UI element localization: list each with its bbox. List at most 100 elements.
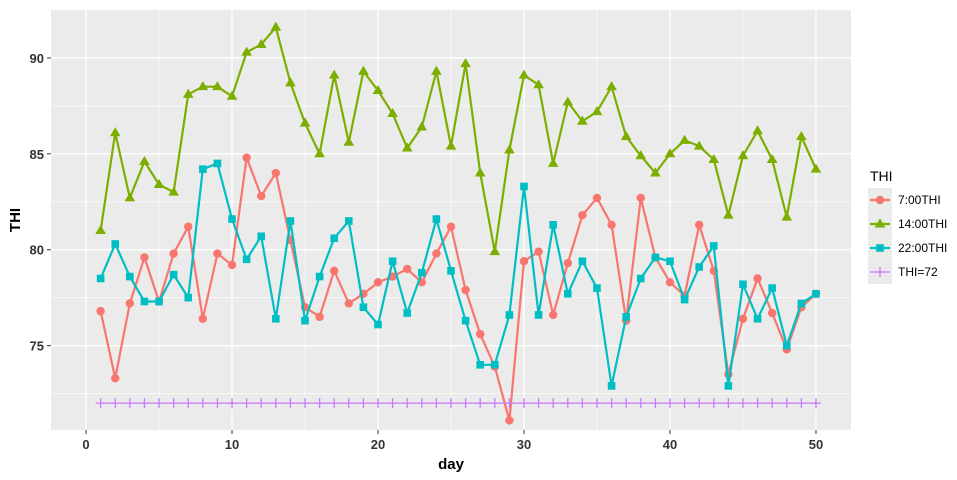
data-point-22-00thi (184, 293, 193, 302)
data-point-14-00thi (95, 224, 106, 235)
data-point-7-00thi (738, 314, 748, 323)
data-point-7-00thi (578, 211, 587, 220)
data-point-22-00thi (301, 316, 309, 325)
legend-items: 7:00THI 14:00THI 22:00THI THI=72 (868, 188, 947, 284)
series-line-22-00thi (99, 162, 817, 387)
data-point-thi-72 (402, 398, 413, 409)
data-point-7-00thi (344, 299, 354, 308)
data-point-22-00thi (797, 299, 806, 308)
data-point-7-00thi (140, 253, 149, 262)
data-point-22-00thi (549, 220, 557, 229)
x-tick-label: 0 (82, 437, 89, 452)
data-point-thi-72 (285, 398, 296, 409)
data-point-14-00thi (664, 148, 676, 158)
data-point-thi-72 (431, 398, 442, 409)
data-point-7-00thi (475, 329, 485, 339)
data-point-14-00thi (314, 148, 325, 158)
y-axis-title: THI (7, 208, 24, 232)
data-point-thi-72 (183, 398, 194, 409)
data-point-7-00thi (753, 274, 762, 283)
data-point-14-00thi (533, 79, 544, 89)
data-point-7-00thi (315, 312, 324, 322)
x-tick-labels: 0 10 20 30 40 50 (82, 437, 823, 452)
data-point-thi-72 (270, 398, 281, 409)
legend-item-thi-72: THI=72 (868, 260, 938, 284)
data-point-22-00thi (709, 242, 718, 250)
data-point-14-00thi (168, 186, 179, 196)
data-point-14-00thi (124, 192, 136, 202)
legend-label: 22:00THI (898, 241, 947, 255)
data-point-thi-72 (650, 398, 661, 409)
data-point-7-00thi (505, 416, 514, 425)
data-point-14-00thi (226, 90, 238, 100)
data-point-thi-72 (110, 398, 121, 409)
data-point-14-00thi (693, 140, 705, 150)
x-axis-title: day (438, 456, 465, 473)
data-point-22-00thi (140, 297, 149, 306)
y-tick-label: 80 (30, 243, 44, 258)
data-point-14-00thi (109, 127, 121, 137)
data-point-22-00thi (111, 240, 120, 248)
data-point-22-00thi (563, 290, 572, 298)
x-tick-label: 40 (663, 437, 677, 452)
data-point-7-00thi (592, 193, 602, 203)
data-point-22-00thi (359, 303, 368, 312)
data-point-14-00thi (577, 115, 588, 125)
data-point-22-00thi (403, 309, 412, 317)
data-point-22-00thi (782, 341, 791, 350)
data-point-22-00thi (228, 215, 236, 223)
data-point-thi-72 (227, 398, 238, 409)
data-point-22-00thi (636, 274, 645, 283)
data-point-thi-72 (664, 398, 675, 409)
data-point-thi-72 (694, 398, 705, 409)
data-point-22-00thi (812, 290, 820, 298)
data-point-14-00thi (255, 38, 267, 48)
data-point-7-00thi (607, 220, 616, 229)
data-point-thi-72 (577, 398, 588, 409)
data-point-14-00thi (328, 69, 340, 79)
legend: THI 7:00THI 14:00THI 22:00THI THI=72 (868, 168, 947, 284)
data-point-22-00thi (461, 316, 470, 325)
data-point-22-00thi (505, 311, 514, 319)
data-point-22-00thi (169, 270, 178, 279)
legend-label: 7:00THI (898, 193, 941, 207)
data-point-thi-72 (358, 398, 369, 409)
data-point-14-00thi (285, 77, 296, 87)
data-point-14-00thi (591, 106, 603, 116)
data-point-14-00thi (752, 125, 763, 135)
series-layer (95, 21, 822, 425)
data-point-14-00thi (416, 121, 428, 131)
data-point-14-00thi (197, 81, 209, 91)
data-point-22-00thi (695, 263, 703, 271)
data-point-thi-72 (606, 398, 617, 409)
data-point-14-00thi (620, 130, 632, 141)
data-point-7-00thi (636, 193, 645, 203)
data-point-7-00thi (227, 260, 237, 270)
data-point-14-00thi (810, 163, 822, 173)
data-point-22-00thi (593, 284, 601, 292)
data-point-thi-72 (591, 398, 602, 409)
data-point-22-00thi (345, 217, 353, 225)
y-tick-label: 75 (30, 339, 44, 354)
legend-key-marker (876, 244, 884, 252)
data-point-14-00thi (474, 167, 486, 177)
data-point-22-00thi (374, 320, 382, 329)
data-point-thi-72 (737, 398, 748, 409)
data-point-22-00thi (447, 267, 455, 275)
data-point-22-00thi (724, 382, 733, 390)
data-point-22-00thi (520, 182, 528, 191)
data-point-thi-72 (197, 398, 208, 409)
data-point-7-00thi (330, 266, 339, 276)
data-point-thi-72 (241, 398, 252, 409)
data-point-thi-72 (460, 398, 471, 409)
data-point-22-00thi (768, 284, 776, 292)
data-point-thi-72 (373, 398, 384, 409)
data-point-22-00thi (578, 257, 587, 266)
data-point-thi-72 (139, 398, 150, 409)
data-point-thi-72 (796, 398, 807, 409)
data-point-22-00thi (666, 257, 674, 266)
data-point-thi-72 (124, 398, 135, 409)
data-point-22-00thi (96, 274, 105, 283)
data-point-7-00thi (169, 249, 178, 258)
